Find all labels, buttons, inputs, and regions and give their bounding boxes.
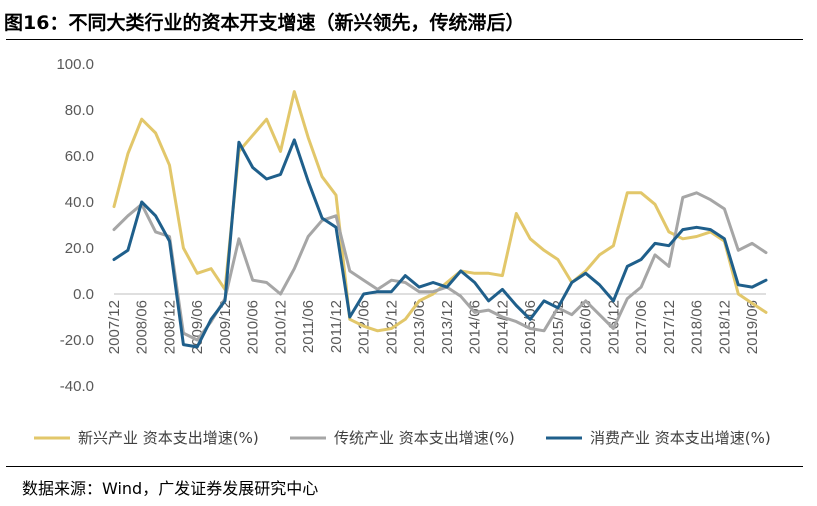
y-tick-label: 20.0	[65, 240, 94, 257]
x-tick-label: 2010/06	[245, 300, 262, 354]
x-tick-label: 2017/06	[633, 300, 650, 354]
x-tick-label: 2017/12	[661, 300, 678, 354]
x-tick-label: 2016/06	[578, 300, 595, 354]
x-tick-label: 2018/12	[716, 300, 733, 354]
series-lines	[112, 90, 768, 349]
series-line-consumer	[112, 138, 768, 349]
y-tick-label: -20.0	[60, 332, 94, 349]
x-tick-label: 2011/06	[300, 300, 317, 353]
x-axis: 2007/12 2008/06 2008/12 2009/06 2009/12 2010/…	[106, 293, 766, 354]
y-axis: -40.0 -20.0 0.0 20.0 40.0 60.0 80.0 100.0	[56, 56, 94, 395]
y-tick-label: 40.0	[65, 194, 94, 211]
x-tick-label: 2019/06	[744, 300, 761, 354]
x-tick-label: 2013/12	[439, 300, 456, 354]
y-tick-label: 80.0	[65, 102, 94, 119]
y-tick-label: 0.0	[73, 286, 94, 303]
x-tick-label: 2011/12	[328, 300, 345, 353]
x-tick-label: 2008/12	[161, 300, 178, 354]
y-tick-label: -40.0	[60, 378, 94, 395]
x-tick-label: 2010/12	[272, 300, 289, 354]
series-line-emerging	[112, 90, 768, 333]
x-tick-label: 2014/06	[467, 300, 484, 354]
legend-label-consumer: 消费产业 资本支出增速(%)	[590, 429, 771, 447]
x-tick-label: 2018/06	[689, 300, 706, 354]
bottom-divider	[6, 466, 803, 467]
legend: 新兴产业 资本支出增速(%) 传统产业 资本支出增速(%) 消费产业 资本支出增速(…	[34, 429, 771, 447]
x-tick-label: 2013/06	[411, 300, 428, 354]
legend-label-emerging: 新兴产业 资本支出增速(%)	[78, 429, 259, 447]
x-tick-label: 2009/12	[217, 300, 234, 354]
source-note: 数据来源：Wind，广发证券发展研究中心	[22, 479, 319, 498]
x-tick-label: 2014/12	[494, 300, 511, 354]
y-tick-label: 60.0	[65, 148, 94, 165]
x-tick-label: 2007/12	[106, 300, 123, 354]
y-tick-label: 100.0	[56, 56, 94, 73]
x-tick-label: 2008/06	[134, 300, 151, 354]
figure-title: 图16：不同大类行业的资本开支增速（新兴领先，传统滞后）	[4, 12, 525, 34]
legend-label-traditional: 传统产业 资本支出增速(%)	[334, 429, 515, 447]
top-divider	[6, 39, 803, 40]
